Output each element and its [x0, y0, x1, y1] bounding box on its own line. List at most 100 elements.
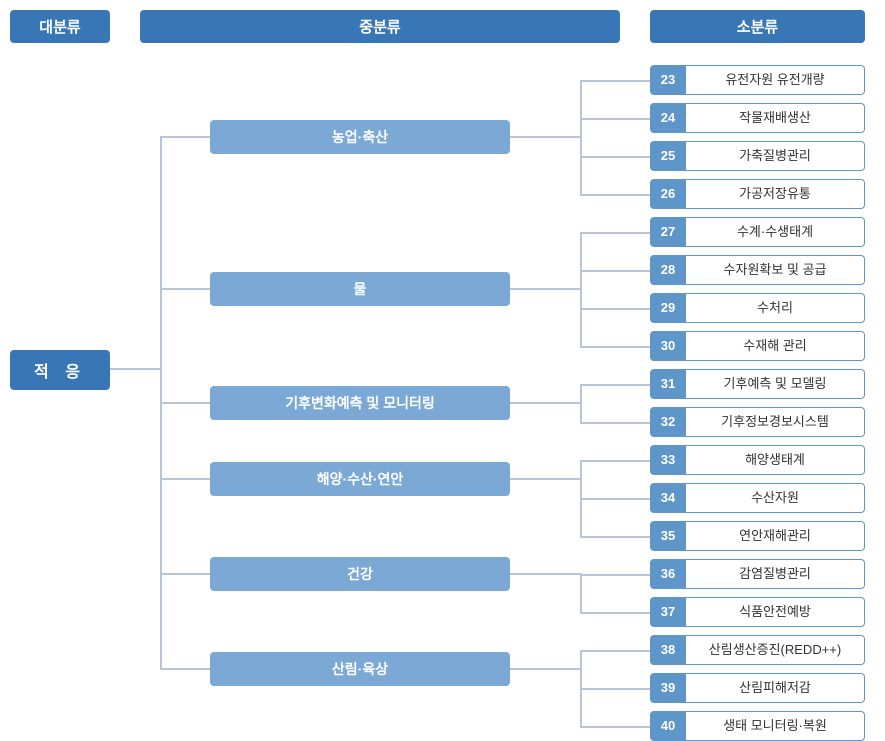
connector — [580, 346, 650, 348]
leaf-num: 28 — [650, 255, 686, 285]
connector — [580, 80, 650, 82]
connector — [580, 156, 650, 158]
leaf-num: 27 — [650, 217, 686, 247]
leaf-num: 35 — [650, 521, 686, 551]
classification-tree: 대분류 중분류 소분류적 응 농업·축산물기후변화예측 및 모니터링해양·수산·연안건… — [10, 10, 875, 730]
connector — [580, 118, 650, 120]
connector — [510, 288, 580, 290]
leaf-row-29: 29수처리 — [650, 293, 865, 323]
mid-node-m2: 물 — [210, 272, 510, 306]
leaf-row-32: 32기후정보경보시스템 — [650, 407, 865, 437]
header-col2: 중분류 — [140, 10, 620, 43]
leaf-label: 감염질병관리 — [686, 559, 865, 589]
leaf-row-23: 23유전자원 유전개량 — [650, 65, 865, 95]
leaf-label: 식품안전예방 — [686, 597, 865, 627]
connector — [510, 136, 580, 138]
connector — [580, 194, 650, 196]
leaf-num: 29 — [650, 293, 686, 323]
leaf-row-30: 30수재해 관리 — [650, 331, 865, 361]
connector — [580, 232, 582, 348]
leaf-row-24: 24작물재배생산 — [650, 103, 865, 133]
leaf-row-28: 28수자원확보 및 공급 — [650, 255, 865, 285]
connector — [580, 612, 650, 614]
connector — [580, 80, 582, 196]
connector — [510, 478, 580, 480]
leaf-row-39: 39산림피해저감 — [650, 673, 865, 703]
leaf-label: 작물재배생산 — [686, 103, 865, 133]
leaf-num: 26 — [650, 179, 686, 209]
leaf-row-27: 27수계·수생태계 — [650, 217, 865, 247]
leaf-row-34: 34수산자원 — [650, 483, 865, 513]
leaf-label: 수처리 — [686, 293, 865, 323]
mid-node-m3: 기후변화예측 및 모니터링 — [210, 386, 510, 420]
connector — [580, 574, 650, 576]
leaf-label: 가축질병관리 — [686, 141, 865, 171]
connector — [580, 384, 582, 424]
connector — [110, 368, 160, 370]
leaf-row-31: 31기후예측 및 모델링 — [650, 369, 865, 399]
leaf-row-40: 40생태 모니터링·복원 — [650, 711, 865, 741]
connector — [160, 478, 210, 480]
leaf-label: 생태 모니터링·복원 — [686, 711, 865, 741]
leaf-num: 31 — [650, 369, 686, 399]
connector — [580, 650, 650, 652]
connector — [160, 668, 210, 670]
leaf-num: 23 — [650, 65, 686, 95]
connector — [160, 573, 210, 575]
leaf-label: 수계·수생태계 — [686, 217, 865, 247]
leaf-num: 32 — [650, 407, 686, 437]
leaf-num: 24 — [650, 103, 686, 133]
connector — [580, 384, 650, 386]
leaf-row-26: 26가공저장유통 — [650, 179, 865, 209]
leaf-num: 39 — [650, 673, 686, 703]
header-col3: 소분류 — [650, 10, 865, 43]
connector — [510, 668, 580, 670]
leaf-label: 기후정보경보시스템 — [686, 407, 865, 437]
leaf-row-35: 35연안재해관리 — [650, 521, 865, 551]
leaf-num: 37 — [650, 597, 686, 627]
connector — [580, 573, 582, 614]
leaf-label: 수재해 관리 — [686, 331, 865, 361]
connector — [160, 136, 210, 138]
leaf-num: 34 — [650, 483, 686, 513]
leaf-label: 가공저장유통 — [686, 179, 865, 209]
connector — [580, 726, 650, 728]
leaf-label: 기후예측 및 모델링 — [686, 369, 865, 399]
leaf-label: 유전자원 유전개량 — [686, 65, 865, 95]
leaf-num: 36 — [650, 559, 686, 589]
leaf-num: 25 — [650, 141, 686, 171]
leaf-label: 연안재해관리 — [686, 521, 865, 551]
connector — [510, 402, 580, 404]
connector — [160, 402, 210, 404]
connector — [580, 422, 650, 424]
leaf-row-36: 36감염질병관리 — [650, 559, 865, 589]
leaf-num: 38 — [650, 635, 686, 665]
leaf-label: 산림생산증진(REDD++) — [686, 635, 865, 665]
connector — [580, 460, 650, 462]
connector — [580, 688, 650, 690]
mid-node-m1: 농업·축산 — [210, 120, 510, 154]
connector — [580, 270, 650, 272]
leaf-label: 수자원확보 및 공급 — [686, 255, 865, 285]
leaf-label: 산림피해저감 — [686, 673, 865, 703]
mid-node-m4: 해양·수산·연안 — [210, 462, 510, 496]
connector — [580, 232, 650, 234]
connector — [510, 573, 580, 575]
leaf-row-33: 33해양생태계 — [650, 445, 865, 475]
mid-node-m6: 산림·육상 — [210, 652, 510, 686]
leaf-num: 33 — [650, 445, 686, 475]
leaf-row-37: 37식품안전예방 — [650, 597, 865, 627]
leaf-label: 해양생태계 — [686, 445, 865, 475]
connector — [580, 498, 650, 500]
root-node: 적 응 — [10, 350, 110, 390]
leaf-row-38: 38산림생산증진(REDD++) — [650, 635, 865, 665]
connector — [160, 288, 210, 290]
leaf-num: 30 — [650, 331, 686, 361]
header-col1: 대분류 — [10, 10, 110, 43]
connector — [580, 308, 650, 310]
connector — [580, 536, 650, 538]
leaf-label: 수산자원 — [686, 483, 865, 513]
mid-node-m5: 건강 — [210, 557, 510, 591]
leaf-row-25: 25가축질병관리 — [650, 141, 865, 171]
leaf-num: 40 — [650, 711, 686, 741]
